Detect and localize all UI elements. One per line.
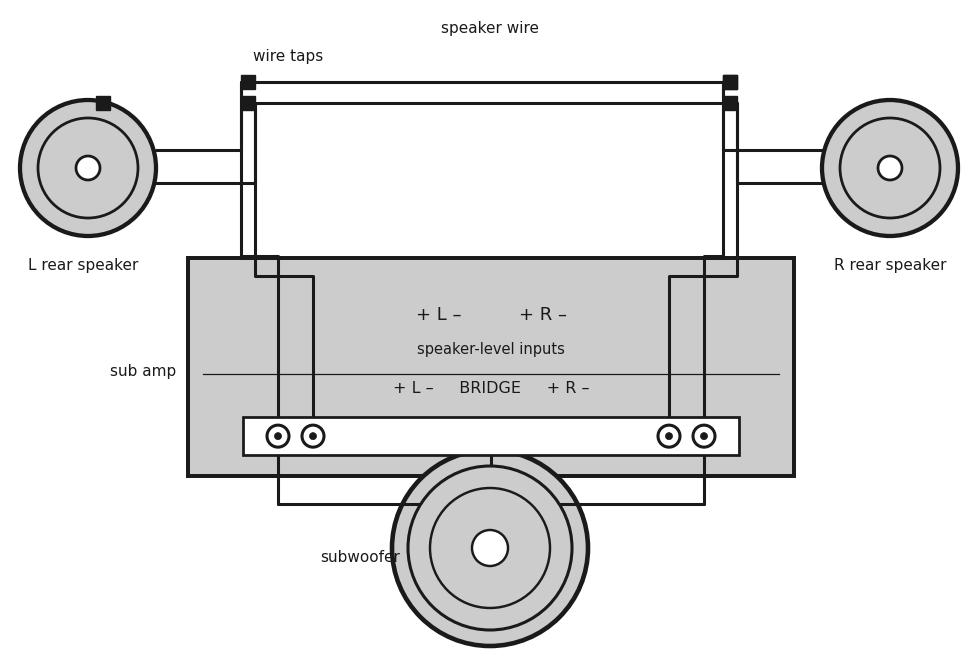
Circle shape bbox=[664, 433, 672, 440]
Bar bbox=[240, 75, 255, 89]
Bar bbox=[722, 96, 737, 110]
Bar bbox=[242, 417, 739, 455]
Text: + L –     BRIDGE     + R –: + L – BRIDGE + R – bbox=[393, 381, 589, 396]
Circle shape bbox=[76, 156, 100, 180]
Text: sub amp: sub amp bbox=[109, 364, 176, 379]
Text: L rear speaker: L rear speaker bbox=[27, 258, 138, 273]
Text: + L –          + R –: + L – + R – bbox=[415, 306, 566, 324]
Bar bbox=[722, 75, 737, 89]
Text: speaker wire: speaker wire bbox=[441, 21, 538, 35]
Circle shape bbox=[302, 425, 323, 447]
Text: wire taps: wire taps bbox=[253, 49, 323, 64]
Bar bbox=[722, 75, 737, 89]
Bar bbox=[96, 96, 109, 110]
Circle shape bbox=[693, 425, 714, 447]
Circle shape bbox=[309, 433, 317, 440]
Circle shape bbox=[275, 433, 281, 440]
Circle shape bbox=[472, 530, 507, 566]
Text: speaker-level inputs: speaker-level inputs bbox=[416, 342, 565, 357]
Bar bbox=[240, 96, 255, 110]
Circle shape bbox=[20, 100, 156, 236]
Circle shape bbox=[392, 450, 587, 646]
Circle shape bbox=[267, 425, 289, 447]
Text: subwoofer: subwoofer bbox=[319, 550, 400, 566]
Circle shape bbox=[407, 466, 572, 630]
Bar bbox=[188, 258, 793, 476]
Circle shape bbox=[658, 425, 679, 447]
Text: R rear speaker: R rear speaker bbox=[833, 258, 946, 273]
Circle shape bbox=[700, 433, 706, 440]
Circle shape bbox=[877, 156, 901, 180]
Circle shape bbox=[821, 100, 957, 236]
